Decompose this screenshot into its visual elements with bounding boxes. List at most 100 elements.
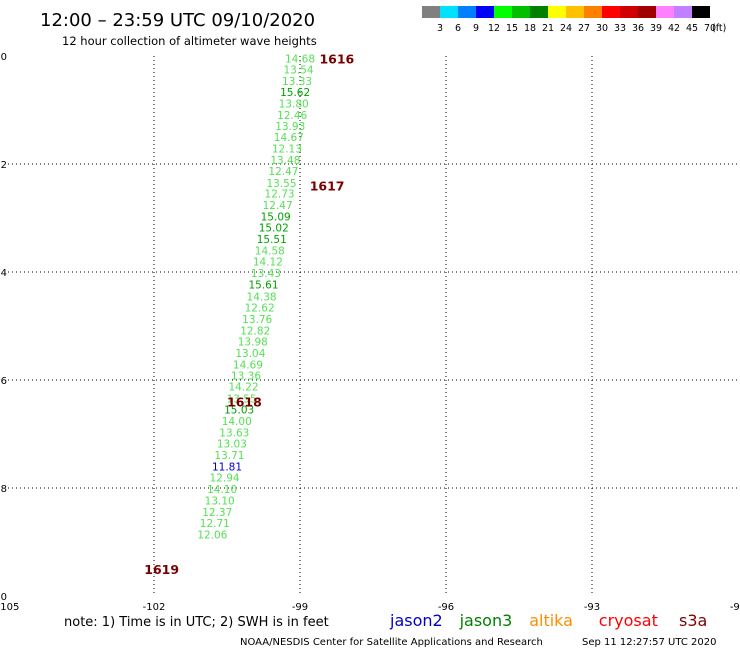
satellite-name-cryosat: cryosat bbox=[599, 611, 658, 630]
legend-label: 12 bbox=[488, 23, 500, 34]
x-tick-label: -96 bbox=[438, 602, 454, 613]
legend-swatch bbox=[656, 6, 674, 18]
wave-height-label: 14.58 bbox=[255, 245, 285, 257]
wave-height-label: 14.12 bbox=[253, 257, 283, 269]
wave-height-label: 13.55 bbox=[227, 393, 257, 405]
legend-label: 30 bbox=[596, 23, 608, 34]
wave-height-label: 15.51 bbox=[257, 234, 287, 246]
y-tick-label: -36 bbox=[0, 376, 7, 387]
wave-height-label: 12.06 bbox=[197, 529, 227, 541]
wave-height-label: 14.67 bbox=[274, 132, 304, 144]
grid-lines bbox=[8, 56, 738, 596]
wave-height-label: 12.37 bbox=[202, 507, 232, 519]
legend-swatch bbox=[602, 6, 620, 18]
wave-height-label: 15.09 bbox=[261, 211, 291, 223]
legend-label: 36 bbox=[632, 23, 644, 34]
wave-height-label: 13.93 bbox=[275, 121, 305, 133]
wave-height-label: 13.04 bbox=[235, 348, 265, 360]
wave-height-label: 14.69 bbox=[233, 359, 263, 371]
wave-height-label: 13.98 bbox=[238, 337, 268, 349]
legend-label: 27 bbox=[578, 23, 590, 34]
legend-label: 24 bbox=[560, 23, 572, 34]
wave-height-label: 15.61 bbox=[248, 279, 278, 291]
legend-swatch bbox=[692, 6, 710, 18]
wave-height-label: 12.47 bbox=[263, 200, 293, 212]
wave-height-label: 14.68 bbox=[285, 54, 315, 66]
legend-swatch bbox=[620, 6, 638, 18]
legend-label: 15 bbox=[506, 23, 518, 34]
legend-label: 3 bbox=[437, 23, 443, 34]
legend-swatch bbox=[584, 6, 602, 18]
y-tick-label: -38 bbox=[0, 484, 7, 495]
wave-height-label: 14.00 bbox=[222, 416, 252, 428]
legend-label: 33 bbox=[614, 23, 626, 34]
wave-height-label: 15.03 bbox=[224, 405, 254, 417]
wave-height-label: 13.10 bbox=[205, 495, 235, 507]
y-tick-label: -34 bbox=[0, 268, 7, 279]
wave-height-points: 14.6813.5413.3315.6213.8012.4613.9314.67… bbox=[197, 54, 315, 542]
x-tick-label: -93 bbox=[584, 602, 600, 613]
wave-height-label: 12.47 bbox=[268, 166, 298, 178]
wave-height-label: 13.55 bbox=[266, 178, 296, 190]
wave-height-label: 12.82 bbox=[240, 325, 270, 337]
legend-label: 21 bbox=[542, 23, 554, 34]
legend-label: 9 bbox=[473, 23, 479, 34]
satellite-name-jason2: jason2 bbox=[389, 611, 443, 630]
wave-height-label: 12.71 bbox=[200, 518, 230, 530]
legend-swatch bbox=[548, 6, 566, 18]
legend-swatch bbox=[638, 6, 656, 18]
wave-height-label: 12.73 bbox=[265, 189, 295, 201]
wave-height-label: 13.54 bbox=[284, 65, 314, 77]
wave-height-label: 13.63 bbox=[219, 427, 249, 439]
wave-height-label: 12.62 bbox=[245, 303, 275, 315]
wave-height-label: 14.10 bbox=[207, 484, 237, 496]
legend-label: 6 bbox=[455, 23, 461, 34]
legend-label: 70 bbox=[704, 23, 716, 34]
track-time-label: 1618 bbox=[227, 395, 262, 410]
x-tick-label: -102 bbox=[143, 602, 166, 613]
chart-title: 12:00 – 23:59 UTC 09/10/2020 bbox=[40, 10, 315, 31]
y-tick-label: -32 bbox=[0, 160, 7, 171]
wave-height-label: 13.71 bbox=[214, 450, 244, 462]
satellite-name-s3a: s3a bbox=[679, 611, 707, 630]
legend-label: 42 bbox=[668, 23, 680, 34]
timestamp-text: Sep 11 12:27:57 UTC 2020 bbox=[582, 637, 716, 648]
wave-height-label: 13.76 bbox=[242, 314, 272, 326]
wave-height-label: 13.03 bbox=[217, 439, 247, 451]
x-tick-labels: -105 -102 -99 -96 -93 -90 bbox=[0, 602, 740, 613]
legend-swatch bbox=[512, 6, 530, 18]
chart-subtitle: 12 hour collection of altimeter wave hei… bbox=[62, 34, 317, 48]
legend-swatch bbox=[422, 6, 440, 18]
track-time-label: 1619 bbox=[144, 562, 179, 577]
color-legend: 3 6 9 12 15 18 21 24 27 30 33 36 39 42 45 70(ft) bbox=[422, 6, 726, 34]
satellite-name-jason3: jason3 bbox=[459, 611, 513, 630]
legend-unit: (ft) bbox=[712, 23, 726, 34]
credit-text: NOAA/NESDIS Center for Satellite Applica… bbox=[240, 637, 543, 648]
footer-note: note: 1) Time is in UTC; 2) SWH is in fe… bbox=[64, 615, 329, 630]
wave-height-label: 13.43 bbox=[251, 268, 281, 280]
x-tick-label: -99 bbox=[292, 602, 308, 613]
legend-swatch bbox=[440, 6, 458, 18]
wave-height-label: 11.81 bbox=[212, 461, 242, 473]
x-tick-label: -90 bbox=[730, 602, 740, 613]
legend-swatch bbox=[476, 6, 494, 18]
wave-height-label: 13.80 bbox=[279, 99, 309, 111]
wave-height-label: 15.02 bbox=[259, 223, 289, 235]
legend-swatch bbox=[674, 6, 692, 18]
legend-label: 18 bbox=[524, 23, 536, 34]
wave-height-label: 12.13 bbox=[272, 143, 302, 155]
legend-label: 45 bbox=[686, 23, 698, 34]
y-tick-label: -40 bbox=[0, 592, 7, 603]
x-tick-label: -105 bbox=[0, 602, 19, 613]
legend-label: 39 bbox=[650, 23, 662, 34]
wave-height-label: 14.22 bbox=[229, 381, 259, 393]
wave-height-label: 12.46 bbox=[277, 110, 307, 122]
satellite-name-altika: altika bbox=[529, 611, 573, 630]
wave-height-label: 14.38 bbox=[247, 291, 277, 303]
wave-height-label: 13.36 bbox=[231, 371, 261, 383]
y-tick-label: -30 bbox=[0, 52, 7, 63]
track-time-labels: 1616 1617 1618 1619 bbox=[144, 52, 354, 577]
legend-swatch bbox=[458, 6, 476, 18]
